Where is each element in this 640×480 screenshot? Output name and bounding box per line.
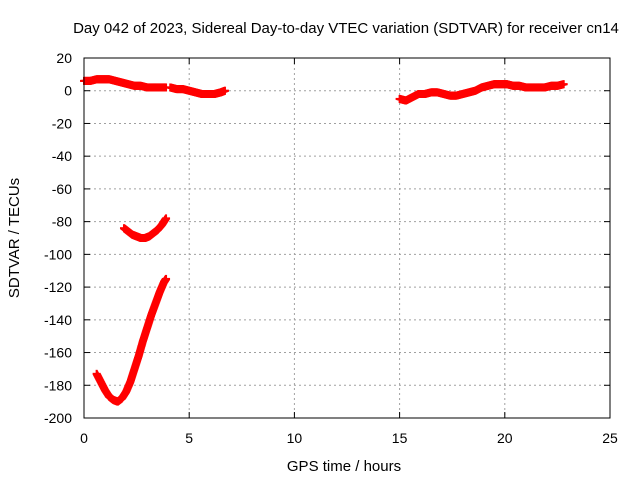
- data-point-marker: [220, 86, 229, 95]
- axis-ticks: 0 5 10 15 20 25 20 0 -20 -40 -60 -80 -100 -120 -140 -16…: [44, 50, 618, 446]
- y-tick-label: -200: [44, 410, 72, 426]
- x-tick-label: 15: [392, 430, 408, 446]
- y-tick-label: -40: [52, 148, 72, 164]
- y-tick-label: -180: [44, 377, 72, 393]
- data-points: [80, 75, 568, 406]
- y-tick-label: -120: [44, 279, 72, 295]
- chart-title: Day 042 of 2023, Sidereal Day-to-day VTE…: [73, 20, 619, 37]
- y-tick-label: -20: [52, 115, 72, 131]
- data-point-marker: [162, 274, 171, 283]
- y-tick-label: -140: [44, 312, 72, 328]
- x-tick-label: 0: [80, 430, 88, 446]
- x-tick-label: 5: [185, 430, 193, 446]
- x-tick-label: 20: [497, 430, 513, 446]
- grid-lines: [84, 58, 610, 418]
- data-point-marker: [162, 214, 171, 223]
- y-tick-label: -80: [52, 214, 72, 230]
- y-tick-label: -100: [44, 246, 72, 262]
- x-axis-label: GPS time / hours: [287, 458, 401, 475]
- y-tick-label: 0: [64, 83, 72, 99]
- data-point-marker: [559, 80, 568, 89]
- x-tick-label: 25: [602, 430, 618, 446]
- y-axis-label: SDTVAR / TECUs: [6, 178, 23, 298]
- y-tick-label: 20: [56, 50, 72, 66]
- x-tick-label: 10: [287, 430, 303, 446]
- y-tick-label: -60: [52, 181, 72, 197]
- plot-frame: [83, 57, 611, 419]
- y-tick-label: -160: [44, 345, 72, 361]
